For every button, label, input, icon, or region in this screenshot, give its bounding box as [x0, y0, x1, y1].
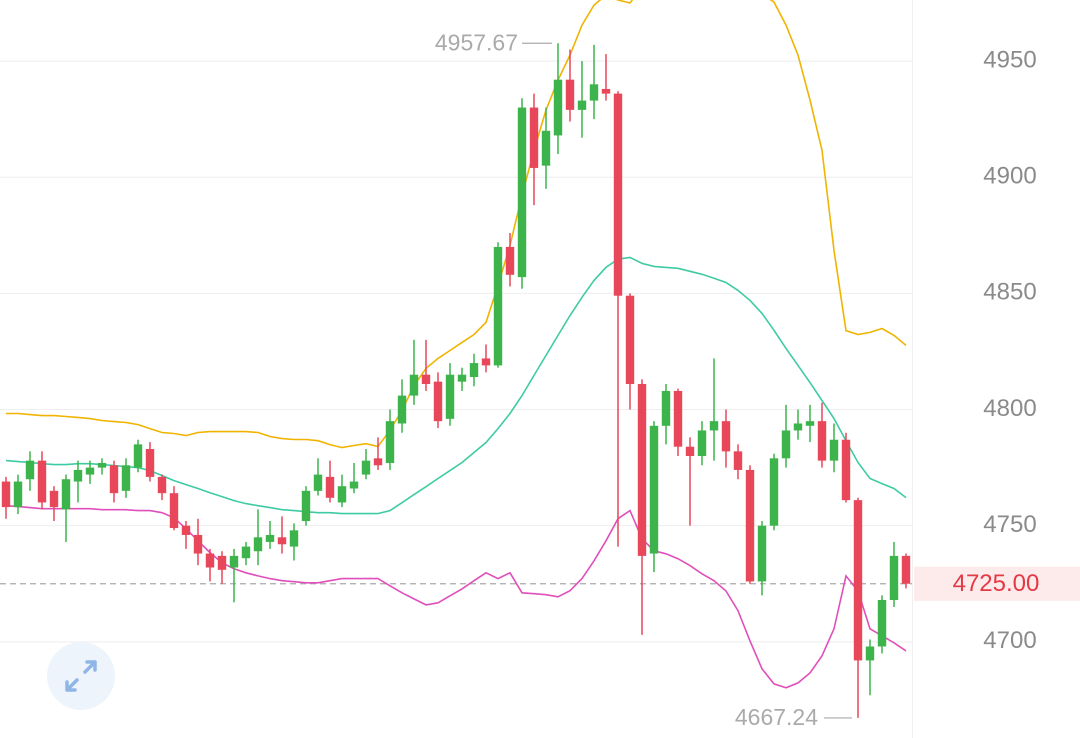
- candle-body: [169, 493, 179, 529]
- candle-body: [493, 246, 503, 366]
- candle-body: [313, 474, 323, 491]
- candle-body: [433, 381, 443, 422]
- candle-body: [505, 246, 515, 275]
- candle-body: [421, 374, 431, 384]
- candle-body: [385, 421, 395, 463]
- candle-body: [589, 84, 599, 101]
- candle-body: [73, 469, 83, 482]
- last-price-box: [914, 566, 1080, 601]
- candle-body: [721, 421, 731, 452]
- candle-body: [877, 600, 887, 647]
- y-tick-label: 4900: [983, 163, 1036, 190]
- candle-body: [685, 446, 695, 456]
- band-line: [5, 256, 907, 515]
- candle-body: [325, 476, 335, 498]
- candle-body: [481, 358, 491, 366]
- bands: [5, 0, 907, 689]
- candle-body: [625, 295, 635, 384]
- candle-body: [193, 534, 203, 554]
- candle-body: [601, 88, 611, 94]
- candle-body: [289, 530, 299, 547]
- candle-body: [121, 465, 131, 491]
- candle-body: [649, 425, 659, 554]
- candle-body: [85, 467, 95, 475]
- band-line: [6, 0, 907, 449]
- y-tick-label: 4850: [983, 279, 1036, 306]
- candle-body: [445, 374, 455, 419]
- candle-body: [109, 465, 119, 494]
- candle-body: [217, 555, 227, 570]
- candle-body: [373, 458, 383, 466]
- candle-body: [37, 460, 47, 503]
- candle-body: [757, 525, 767, 582]
- candle-body: [769, 458, 779, 526]
- candle-body: [781, 430, 791, 459]
- low-label: 4667.24: [735, 704, 818, 730]
- y-tick-label: 4800: [983, 395, 1036, 422]
- candle-body: [469, 363, 479, 378]
- candle-body: [841, 439, 851, 501]
- candle-body: [241, 546, 251, 559]
- candle-body: [565, 79, 575, 110]
- y-tick-label: 4700: [983, 627, 1036, 654]
- candle-body: [1, 481, 11, 508]
- candle-body: [229, 555, 239, 568]
- candle-body: [577, 100, 587, 110]
- candle-body: [13, 481, 23, 508]
- candle-body: [745, 469, 755, 582]
- candle-body: [157, 476, 167, 494]
- candle-body: [829, 439, 839, 461]
- candle-body: [337, 486, 347, 503]
- candle-body: [277, 537, 287, 545]
- expand-button[interactable]: [47, 642, 115, 710]
- candle-body: [865, 646, 875, 661]
- candle-body: [253, 537, 263, 552]
- candle-body: [61, 479, 71, 510]
- candle-body: [553, 79, 563, 136]
- grid: [0, 60, 912, 643]
- candle-body: [901, 555, 911, 584]
- candle-body: [517, 107, 527, 278]
- candle-body: [49, 490, 59, 508]
- labels: 4700 4750 4800 4850 4900 4950 4725.00 4957.67 46…: [435, 29, 1080, 730]
- candle-body: [457, 374, 467, 382]
- high-label: 4957.67: [435, 29, 518, 55]
- candle-body: [853, 500, 863, 661]
- candle-body: [409, 374, 419, 396]
- candle-body: [673, 390, 683, 447]
- last-price-label: 4725.00: [953, 570, 1040, 597]
- y-tick-label: 4750: [983, 511, 1036, 538]
- candle-body: [529, 107, 539, 168]
- candle-body: [361, 460, 371, 475]
- candle-body: [349, 481, 359, 489]
- candle-body: [697, 430, 707, 456]
- candle-body: [181, 525, 191, 535]
- y-tick-label: 4950: [983, 46, 1036, 73]
- candles: [1, 43, 911, 718]
- candle-body: [709, 421, 719, 431]
- candle-body: [97, 462, 107, 468]
- candle-body: [661, 390, 671, 426]
- candle-body: [889, 555, 899, 601]
- band-line: [5, 504, 907, 689]
- candle-body: [133, 444, 143, 468]
- candle-body: [145, 449, 155, 477]
- candle-body: [265, 534, 275, 542]
- candle-body: [805, 421, 815, 426]
- candle-body: [817, 421, 827, 461]
- candle-body: [301, 490, 311, 522]
- candle-body: [25, 460, 35, 480]
- candle-body: [541, 130, 551, 166]
- candle-body: [793, 423, 803, 431]
- candle-body: [397, 395, 407, 424]
- candle-body: [733, 451, 743, 470]
- candle-body: [637, 383, 647, 556]
- candle-body: [205, 553, 215, 568]
- candle-body: [613, 93, 623, 296]
